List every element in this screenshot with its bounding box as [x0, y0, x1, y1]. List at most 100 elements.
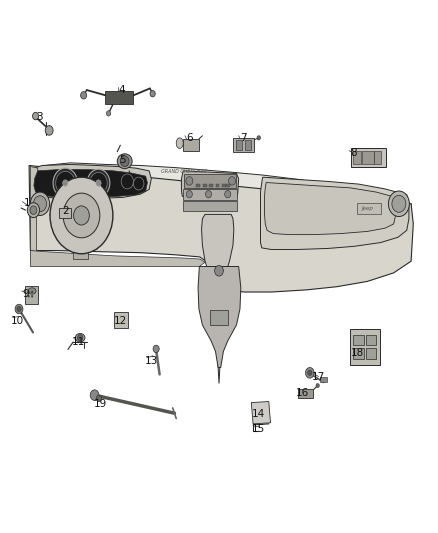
Polygon shape — [53, 197, 78, 210]
Circle shape — [78, 335, 83, 341]
Bar — [362, 151, 374, 164]
Bar — [353, 151, 361, 164]
Bar — [203, 183, 207, 187]
Ellipse shape — [176, 138, 183, 149]
Bar — [366, 335, 376, 345]
Circle shape — [32, 112, 39, 120]
Circle shape — [150, 91, 155, 97]
Polygon shape — [30, 163, 411, 213]
Circle shape — [27, 203, 39, 217]
Text: 6: 6 — [186, 133, 193, 143]
Bar — [320, 377, 327, 382]
Bar — [366, 349, 376, 359]
Text: GRAND CHEROKEE: GRAND CHEROKEE — [161, 169, 207, 174]
Bar — [183, 139, 199, 151]
Bar — [374, 151, 381, 164]
Bar — [73, 252, 88, 259]
Text: 17: 17 — [312, 372, 325, 382]
Circle shape — [74, 206, 89, 225]
Circle shape — [28, 291, 29, 293]
Circle shape — [205, 190, 212, 198]
Circle shape — [134, 177, 144, 190]
Text: 19: 19 — [94, 399, 107, 409]
Circle shape — [15, 304, 23, 314]
Circle shape — [45, 126, 53, 135]
Circle shape — [17, 306, 21, 312]
Circle shape — [186, 176, 193, 185]
Polygon shape — [30, 251, 205, 266]
Circle shape — [96, 180, 101, 186]
Bar — [59, 208, 71, 217]
Circle shape — [229, 176, 236, 185]
Text: 15: 15 — [252, 424, 265, 434]
Text: 12: 12 — [114, 316, 127, 326]
Polygon shape — [29, 165, 413, 292]
Polygon shape — [198, 266, 241, 368]
Bar — [245, 140, 251, 150]
Bar — [351, 149, 386, 166]
Polygon shape — [261, 177, 409, 249]
Text: Jeep: Jeep — [362, 206, 374, 211]
Circle shape — [50, 177, 113, 254]
Bar — [353, 335, 364, 345]
Bar — [25, 286, 38, 304]
Circle shape — [31, 295, 33, 297]
Circle shape — [87, 169, 110, 197]
Circle shape — [389, 191, 410, 216]
Circle shape — [257, 136, 261, 140]
Text: 8: 8 — [350, 148, 357, 158]
Text: 9: 9 — [23, 289, 29, 299]
Bar — [350, 329, 380, 366]
Text: 14: 14 — [252, 409, 265, 419]
Bar — [106, 91, 134, 104]
Polygon shape — [31, 165, 151, 198]
Circle shape — [307, 370, 312, 375]
Circle shape — [53, 168, 78, 198]
Circle shape — [63, 180, 68, 186]
Bar — [222, 183, 226, 187]
Circle shape — [121, 174, 134, 189]
Bar — [298, 389, 313, 398]
Circle shape — [56, 171, 75, 195]
Ellipse shape — [117, 154, 132, 168]
Bar — [236, 140, 242, 150]
Text: 10: 10 — [11, 316, 24, 326]
Circle shape — [186, 190, 192, 198]
Bar — [184, 174, 236, 188]
Polygon shape — [265, 182, 396, 235]
Bar — [210, 310, 228, 325]
Polygon shape — [34, 169, 148, 197]
Ellipse shape — [75, 334, 85, 342]
Text: 2: 2 — [62, 206, 69, 216]
Bar — [357, 203, 381, 214]
Text: 3: 3 — [36, 111, 42, 122]
Bar — [226, 183, 230, 187]
Text: 16: 16 — [296, 388, 310, 398]
Circle shape — [215, 265, 223, 276]
Bar — [353, 349, 364, 359]
Circle shape — [33, 196, 46, 212]
Circle shape — [153, 345, 159, 353]
Text: 5: 5 — [120, 155, 126, 165]
Polygon shape — [30, 166, 38, 252]
Text: 18: 18 — [351, 348, 364, 358]
Circle shape — [63, 193, 100, 238]
Bar — [114, 312, 128, 328]
Bar — [183, 189, 237, 199]
Circle shape — [225, 190, 231, 198]
Circle shape — [28, 295, 29, 297]
Circle shape — [392, 195, 406, 212]
Bar — [196, 183, 200, 187]
Circle shape — [106, 111, 111, 116]
Circle shape — [305, 368, 314, 378]
Circle shape — [90, 172, 107, 193]
Bar — [209, 183, 213, 187]
Text: 4: 4 — [119, 85, 125, 95]
Circle shape — [81, 92, 87, 99]
Text: 13: 13 — [145, 356, 158, 366]
Circle shape — [316, 383, 319, 387]
Circle shape — [96, 395, 102, 401]
Circle shape — [90, 390, 99, 400]
Polygon shape — [251, 401, 271, 424]
Circle shape — [120, 156, 129, 166]
